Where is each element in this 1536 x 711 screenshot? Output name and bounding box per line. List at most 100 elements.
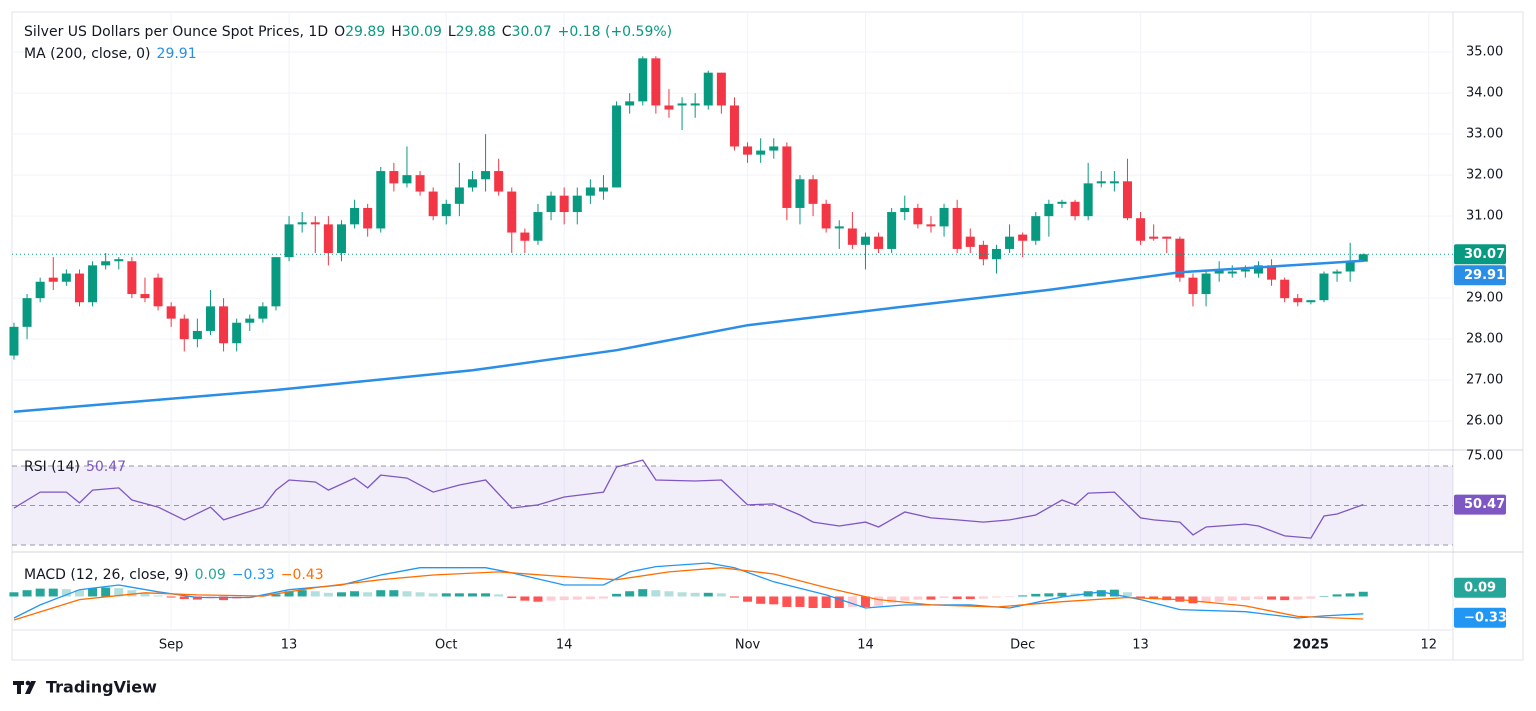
candle-body [507,191,517,233]
candle-body [336,224,346,254]
ma-label-box [1454,265,1506,286]
candle-body [533,212,543,241]
candle-body [847,228,857,245]
histogram-bar [376,590,386,597]
x-tick-label: Nov [735,638,761,653]
histogram-bar [1306,596,1316,599]
histogram-bar [664,591,674,597]
histogram-bar [1031,593,1041,597]
candle-body [1122,181,1132,219]
histogram-bar [834,596,844,608]
histogram-bar [88,588,98,597]
candle-body [1227,271,1237,274]
histogram-bar [494,594,504,597]
histogram-bar [1332,594,1342,597]
histogram-bar [1005,596,1015,597]
candle-body [22,298,32,327]
candle-body [441,203,451,217]
histogram-bar [900,596,910,601]
histogram-bar [1044,593,1054,597]
histogram-bar [1018,595,1028,597]
histogram-value: 0.09 [194,567,226,583]
candle-body [1031,216,1041,241]
x-tick-label: Dec [1010,638,1035,653]
candle-body [795,179,805,208]
candle-body [664,105,674,110]
rsi-label-box [1454,494,1506,515]
candle-body [965,236,975,247]
candle-body [1214,269,1224,274]
ma-name: MA (200, close, 0) [24,46,151,62]
histogram-label: 0.09 [1464,580,1496,595]
histogram-bar [978,596,988,599]
candle-body [1044,203,1054,217]
candle-body [1188,277,1198,295]
candle-body [219,306,229,344]
histogram-bar [690,592,700,597]
histogram-bar [1280,596,1290,601]
candle-body [402,175,412,184]
histogram-bar [284,591,294,597]
rsi-legend: RSI (14) 50.47 [24,459,126,475]
histogram-bar [612,593,622,597]
histogram-bar [677,592,687,597]
candle-body [166,306,176,319]
candle-body [743,146,753,155]
histogram-bar [1057,592,1067,597]
histogram-bar [1227,596,1237,601]
histogram-bar [939,596,949,599]
macd-name: MACD (12, 26, close, 9) [24,567,189,583]
candle-body [205,306,215,331]
candle-body [1280,279,1290,299]
histogram-bar [874,596,884,606]
histogram-bar [350,591,360,597]
candle-body [153,277,163,307]
candle-body [612,105,622,188]
histogram-bar [481,593,491,597]
candle-body [874,236,884,249]
ohlc-value: 30.09 [401,24,442,40]
candle-body [625,101,635,106]
histogram-bar [48,588,58,597]
histogram-bar [441,593,451,597]
y-tick-label: 32.00 [1466,168,1503,183]
histogram-bar [1253,596,1263,600]
candle-body [1319,273,1329,301]
candle-body [1162,236,1172,239]
candle-body [350,207,360,225]
line [13,259,1364,413]
macd-value: −0.33 [231,567,275,583]
histogram-bar [546,596,556,601]
y-tick-label: 29.00 [1466,291,1503,306]
candle-body [428,191,438,217]
histogram-bar [1214,596,1224,602]
x-tick-label: 2025 [1293,638,1329,653]
candle-body [467,179,477,188]
histogram-bar [572,596,582,600]
candle-body [821,203,831,229]
candle-body [1345,261,1355,272]
histogram-bar [1240,596,1250,601]
candle-body [245,318,255,323]
histogram-bar [323,592,333,597]
x-tick-label: 12 [1420,638,1437,653]
candle-body [88,265,98,303]
candle-body [415,175,425,192]
histogram-bar [821,596,831,608]
candle-body [323,224,333,254]
candle-body [1201,273,1211,295]
ohlc-letter: H [391,24,402,40]
candle-body [310,222,320,225]
histogram-bar [140,593,150,597]
histogram-bar [258,596,268,597]
y-tick-label: 28.00 [1466,332,1503,347]
candle-body [192,330,202,340]
candle-body [926,224,936,227]
histogram-bar [847,596,857,607]
histogram-bar [651,590,661,597]
candle-body [454,187,464,204]
candle-body [271,257,281,307]
histogram-bar [913,596,923,600]
candle-body [140,294,150,299]
